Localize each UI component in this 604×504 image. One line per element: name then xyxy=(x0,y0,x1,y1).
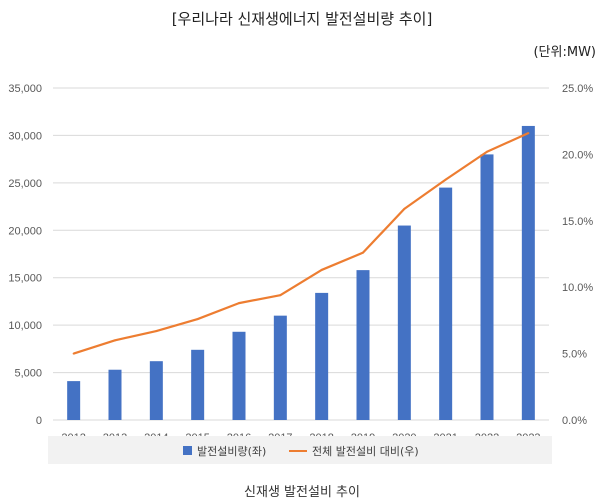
bar xyxy=(232,331,246,420)
bar xyxy=(315,292,329,420)
left-tick-label: 10,000 xyxy=(8,320,42,332)
bar xyxy=(273,315,287,420)
gridlines xyxy=(53,87,549,421)
bar xyxy=(397,225,411,420)
right-axis: 0.0% 5.0% 10.0% 15.0% 20.0% 25.0% xyxy=(562,83,593,427)
left-tick-label: 30,000 xyxy=(8,130,42,142)
bar-series xyxy=(67,125,535,420)
line-point xyxy=(320,268,323,271)
line-series xyxy=(72,132,530,355)
left-tick-label: 25,000 xyxy=(8,178,42,190)
bar xyxy=(356,270,370,420)
legend: 발전설비량(좌) 전체 발전설비 대비(우) xyxy=(48,436,552,464)
right-tick-label: 25.0% xyxy=(562,83,593,95)
left-tick-label: 35,000 xyxy=(8,83,42,95)
line-point xyxy=(238,302,240,305)
left-axis: 0 5,000 10,000 15,000 20,000 25,000 30,000 35,0… xyxy=(8,83,42,427)
bar xyxy=(439,187,453,420)
bar xyxy=(480,154,494,420)
bar xyxy=(521,125,535,420)
left-tick-label: 0 xyxy=(36,415,42,427)
right-tick-label: 0.0% xyxy=(562,415,587,427)
left-tick-label: 20,000 xyxy=(8,225,42,237)
line-point xyxy=(279,294,282,297)
left-tick-label: 15,000 xyxy=(8,273,42,285)
line-point xyxy=(444,178,447,181)
line-point xyxy=(72,352,75,355)
line-point xyxy=(196,318,199,321)
legend-bar-label: 발전설비량(좌) xyxy=(197,445,266,458)
right-tick-label: 5.0% xyxy=(562,349,587,361)
line-point xyxy=(114,339,116,342)
line-point xyxy=(486,150,488,153)
legend-bar-swatch xyxy=(183,446,192,455)
bar xyxy=(108,369,122,420)
legend-line-label: 전체 발전설비 대비(우) xyxy=(312,445,419,458)
line-point xyxy=(403,207,406,210)
line-point xyxy=(527,132,530,135)
chart-title: [우리나라 신재생에너지 발전설비량 추이] xyxy=(172,10,433,28)
right-tick-label: 20.0% xyxy=(562,149,593,161)
right-tick-label: 10.0% xyxy=(562,282,593,294)
series-line xyxy=(73,132,529,355)
line-point xyxy=(362,251,364,254)
line-point xyxy=(155,330,158,333)
right-tick-label: 15.0% xyxy=(562,216,593,228)
chart-caption: 신재생 발전설비 추이 xyxy=(244,485,360,500)
bar xyxy=(149,361,163,420)
unit-label: (단위:MW) xyxy=(533,45,596,60)
left-tick-label: 5,000 xyxy=(14,368,42,380)
bar xyxy=(191,349,205,420)
bar xyxy=(67,381,81,420)
